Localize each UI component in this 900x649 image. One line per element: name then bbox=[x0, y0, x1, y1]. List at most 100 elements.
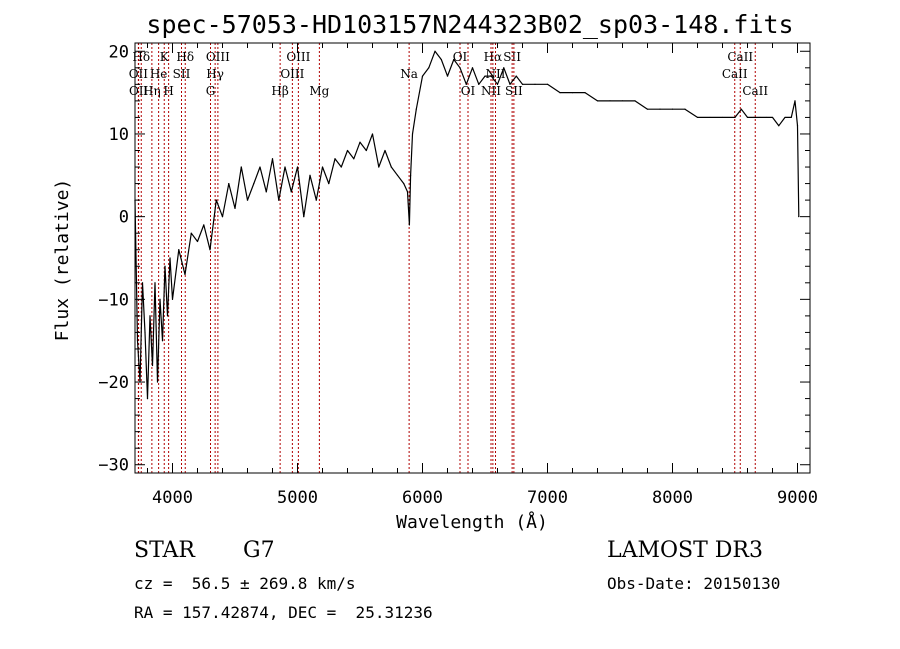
marker-label: OIII bbox=[206, 50, 230, 64]
data-point bbox=[734, 116, 736, 119]
data-point bbox=[459, 67, 461, 69]
data-point bbox=[478, 83, 480, 85]
data-point bbox=[149, 315, 151, 317]
data-point bbox=[303, 216, 305, 218]
data-point bbox=[215, 199, 217, 201]
data-point bbox=[465, 83, 467, 85]
series-line bbox=[134, 50, 800, 400]
data-point bbox=[521, 83, 524, 85]
data-point bbox=[396, 174, 399, 176]
data-point bbox=[278, 199, 280, 201]
data-point bbox=[209, 249, 211, 251]
data-point bbox=[159, 298, 161, 300]
data-point bbox=[154, 282, 156, 284]
y-tick-label: 0 bbox=[119, 208, 129, 228]
data-point bbox=[440, 58, 442, 61]
data-point bbox=[746, 116, 749, 119]
data-point bbox=[446, 75, 449, 77]
data-point bbox=[471, 67, 474, 69]
data-point bbox=[184, 273, 186, 276]
data-point bbox=[371, 133, 374, 135]
data-point bbox=[171, 298, 174, 300]
data-point bbox=[798, 216, 800, 218]
data-point bbox=[790, 116, 792, 119]
data-point bbox=[353, 158, 355, 160]
marker-label: Hδ bbox=[132, 50, 150, 64]
data-point bbox=[721, 116, 724, 119]
data-point bbox=[534, 83, 536, 85]
data-point bbox=[515, 75, 517, 77]
y-axis-label: Flux (relative) bbox=[52, 179, 73, 342]
data-point bbox=[196, 240, 199, 243]
data-point bbox=[309, 174, 311, 176]
marker-label: Hγ bbox=[206, 67, 224, 81]
data-point bbox=[259, 166, 261, 168]
marker-label: Hβ bbox=[271, 84, 288, 98]
data-point bbox=[253, 182, 255, 185]
y-tick-label: −20 bbox=[98, 373, 129, 393]
data-point bbox=[778, 125, 780, 127]
data-point bbox=[161, 340, 164, 342]
x-axis-label: Wavelength (Å) bbox=[396, 511, 548, 533]
marker-label: Hα bbox=[484, 50, 503, 64]
x-tick-label: 8000 bbox=[652, 488, 693, 508]
plot-frame bbox=[134, 42, 811, 474]
marker-label: Na bbox=[400, 67, 418, 81]
x-tick-label: 4000 bbox=[152, 488, 193, 508]
marker-label: SII bbox=[503, 50, 521, 64]
data-point bbox=[146, 397, 149, 400]
obs-date: Obs-Date: 20150130 bbox=[607, 574, 781, 593]
data-point bbox=[671, 108, 674, 110]
y-tick-label: 10 bbox=[109, 125, 129, 145]
data-point bbox=[246, 199, 249, 201]
data-point bbox=[421, 75, 424, 77]
data-point bbox=[709, 116, 711, 119]
data-point bbox=[634, 100, 636, 102]
data-point bbox=[240, 166, 242, 168]
data-point bbox=[415, 108, 417, 110]
data-point bbox=[340, 166, 342, 168]
data-point bbox=[609, 100, 611, 102]
object-type: STAR bbox=[134, 538, 195, 563]
marker-label: H bbox=[163, 84, 173, 98]
x-tick-label: 5000 bbox=[277, 488, 318, 508]
data-point bbox=[203, 224, 205, 226]
data-point bbox=[296, 166, 299, 168]
data-point bbox=[365, 149, 367, 152]
marker-label: SII bbox=[505, 84, 523, 98]
data-point bbox=[164, 265, 166, 267]
marker-label: OIII bbox=[280, 67, 304, 81]
y-tick-label: 20 bbox=[109, 42, 129, 62]
data-point bbox=[411, 133, 414, 135]
marker-label: OIII bbox=[286, 50, 310, 64]
x-tick-label: 9000 bbox=[777, 488, 818, 508]
marker-label: Hδ bbox=[176, 50, 194, 64]
data-point bbox=[378, 166, 380, 168]
data-point bbox=[571, 92, 574, 94]
data-point bbox=[659, 108, 661, 110]
coordinates: RA = 157.42874, DEC = 25.31236 bbox=[134, 603, 433, 622]
data-point bbox=[784, 116, 786, 119]
marker-label: CaII bbox=[722, 67, 748, 81]
data-point bbox=[646, 108, 649, 110]
data-point bbox=[684, 108, 686, 110]
marker-label: OII bbox=[129, 67, 149, 81]
data-point bbox=[321, 166, 324, 168]
data-point bbox=[178, 249, 180, 251]
data-point bbox=[410, 174, 412, 176]
marker-label: Hη bbox=[143, 84, 161, 98]
data-point bbox=[546, 83, 549, 85]
chart-title: spec-57053-HD103157N244323B02_sp03-148.f… bbox=[146, 10, 793, 39]
marker-label: SII bbox=[173, 67, 191, 81]
marker-label: OI bbox=[461, 84, 476, 98]
x-tick-label: 7000 bbox=[527, 488, 568, 508]
data-point bbox=[509, 83, 511, 85]
data-point bbox=[559, 92, 561, 94]
y-tick-label: −30 bbox=[98, 456, 129, 476]
data-point bbox=[696, 116, 699, 119]
data-point bbox=[144, 331, 146, 334]
marker-label: He bbox=[150, 67, 168, 81]
data-point bbox=[151, 364, 154, 367]
data-point bbox=[596, 100, 599, 102]
